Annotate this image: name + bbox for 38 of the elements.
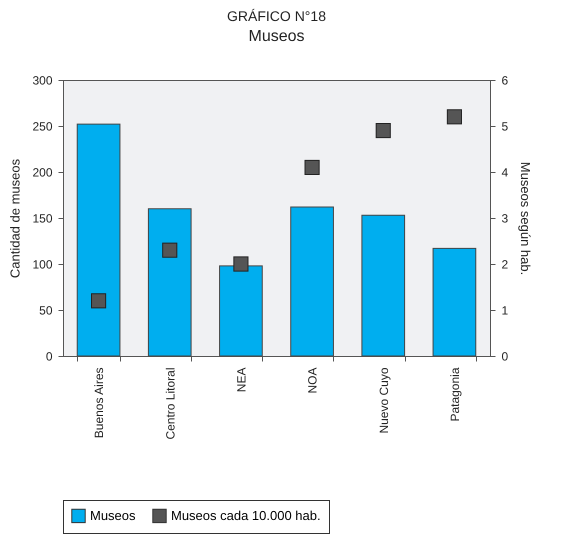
x-tick-label: NEA: [234, 368, 248, 392]
point: [376, 123, 391, 138]
y-axis-title: Cantidad de museos: [7, 158, 22, 278]
y2-tick-label: 1: [502, 304, 508, 318]
x-tick-label: Buenos Aires: [92, 368, 106, 438]
bar: [290, 206, 334, 356]
y2-tick-label: 0: [502, 350, 508, 364]
chart-subtitle: Museos: [248, 28, 305, 45]
y-tick-label: 250: [32, 120, 53, 134]
point: [233, 256, 248, 272]
bar: [432, 248, 476, 356]
y-tick-label: 50: [39, 304, 53, 318]
y-tick-label: 200: [32, 166, 53, 180]
legend-label: Museos cada 10.000 hab.: [171, 508, 321, 523]
chart-title: GRÁFICO N°18: [227, 8, 326, 24]
point: [304, 160, 320, 175]
y2-tick-label: 6: [502, 74, 508, 88]
bar: [219, 265, 263, 356]
y-tick-label: 150: [32, 212, 53, 226]
x-tick-label: Nuevo Cuyo: [376, 367, 391, 434]
point: [162, 242, 178, 258]
y2-tick-label: 2: [502, 258, 508, 272]
legend-label: Museos: [90, 508, 136, 523]
y2-tick-label: 3: [502, 212, 508, 226]
bar: [148, 208, 192, 356]
y-tick-label: 300: [32, 74, 53, 88]
y-tick-label: 0: [46, 350, 53, 364]
x-tick-label: Patagonia: [448, 367, 462, 422]
x-tick-label: NOA: [306, 368, 320, 394]
y2-axis-title: Museos según hab.: [518, 162, 534, 276]
y2-tick-label: 5: [502, 120, 508, 134]
y-tick-label: 100: [32, 258, 53, 272]
point: [446, 109, 462, 124]
x-tick-label: Centro Litoral: [163, 368, 178, 440]
bar: [361, 214, 406, 356]
y2-tick-label: 4: [502, 166, 508, 180]
bar: [76, 124, 120, 356]
point: [91, 293, 106, 308]
